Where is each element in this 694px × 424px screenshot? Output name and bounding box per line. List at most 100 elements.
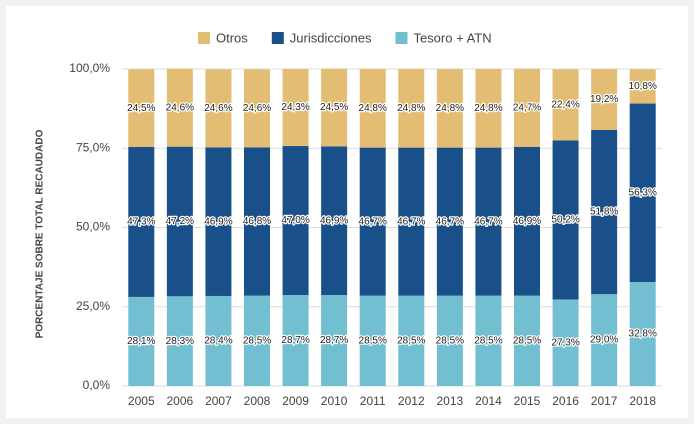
bar-segment [552, 140, 579, 300]
y-tick-label: 50,0% [76, 220, 110, 234]
bar-segment [475, 147, 502, 296]
bar-segment [475, 69, 502, 148]
value-label: 28,3% [166, 336, 194, 347]
bar-segment [321, 146, 348, 296]
legend-label: Jurisdicciones [290, 30, 372, 45]
value-label: 29,0% [590, 335, 618, 346]
value-label: 46,8% [243, 216, 271, 227]
value-label: 28,1% [127, 336, 155, 347]
value-label: 46,9% [320, 215, 348, 226]
value-label: 46,9% [204, 216, 232, 227]
value-label: 24,8% [474, 103, 502, 114]
x-tick-label: 2005 [128, 394, 155, 408]
value-label: 47,0% [281, 215, 309, 226]
bar-segment [398, 147, 425, 296]
bar-segment [244, 69, 270, 148]
value-label: 10,8% [629, 81, 657, 92]
bar-segment [591, 129, 618, 295]
bar-segment [166, 296, 193, 386]
value-label: 28,5% [436, 335, 464, 346]
value-label: 50,2% [551, 215, 579, 226]
value-label: 28,5% [243, 335, 271, 346]
value-label: 24,8% [436, 103, 464, 114]
value-label: 46,7% [436, 216, 464, 227]
bar-segment [128, 296, 155, 386]
bar-segment [398, 295, 425, 386]
value-label: 46,7% [397, 216, 425, 227]
bar-segment [436, 147, 463, 296]
value-label: 24,6% [166, 102, 194, 113]
x-tick-label: 2010 [321, 394, 348, 408]
value-label: 24,8% [397, 103, 425, 114]
bar-segment [244, 295, 270, 386]
bar-segment [552, 299, 579, 386]
value-label: 24,5% [127, 103, 155, 114]
bar-segment [282, 69, 309, 147]
x-tick-label: 2015 [514, 394, 541, 408]
bar-segment [629, 103, 656, 283]
value-label: 28,4% [204, 336, 232, 347]
value-label: 28,5% [397, 335, 425, 346]
legend-swatch [198, 32, 210, 44]
y-tick-label: 25,0% [76, 299, 110, 313]
x-tick-label: 2014 [475, 394, 502, 408]
x-tick-label: 2016 [552, 394, 579, 408]
x-tick-label: 2017 [591, 394, 618, 408]
bar-segment [359, 295, 386, 386]
legend-swatch [395, 32, 408, 44]
value-label: 24,8% [359, 103, 387, 114]
legend-swatch [271, 32, 284, 44]
value-label: 22,4% [551, 99, 579, 110]
value-label: 32,8% [629, 329, 657, 340]
bar-segment [436, 295, 463, 386]
bar-segment [359, 147, 386, 296]
value-label: 28,5% [513, 335, 541, 346]
value-label: 24,7% [513, 102, 541, 113]
value-label: 46,9% [513, 216, 541, 227]
bar-segment [166, 68, 193, 147]
y-tick-label: 100,0% [69, 61, 110, 75]
value-label: 46,7% [359, 216, 387, 227]
legend-label: Tesoro + ATN [413, 30, 491, 45]
value-label: 51,8% [590, 207, 618, 218]
bar-segment [321, 295, 348, 386]
bar-segment [359, 69, 386, 148]
bar-segment [205, 147, 232, 296]
bar-segment [398, 69, 425, 148]
bar-segment [591, 69, 618, 130]
x-tick-label: 2012 [398, 394, 425, 408]
x-tick-label: 2006 [167, 394, 194, 408]
x-tick-label: 2008 [244, 394, 271, 408]
bar-segment [514, 295, 540, 386]
value-label: 24,3% [281, 102, 309, 113]
value-label: 24,6% [204, 103, 232, 114]
bar-segment [514, 146, 540, 296]
value-label: 47,3% [127, 217, 155, 228]
bar-segment [629, 69, 656, 104]
bar-segment [629, 282, 656, 386]
value-label: 46,7% [474, 216, 502, 227]
bar-segment [514, 68, 540, 147]
bar-segment [166, 146, 193, 297]
bar-segment [128, 146, 155, 297]
y-tick-label: 75,0% [76, 140, 110, 154]
value-label: 28,7% [281, 335, 309, 346]
value-label: 27,3% [551, 337, 579, 348]
x-tick-label: 2013 [437, 394, 464, 408]
bar-segment [128, 69, 155, 147]
value-label: 28,5% [474, 335, 502, 346]
bar-segment [205, 295, 232, 386]
value-label: 24,6% [243, 103, 271, 114]
legend-label: Otros [216, 30, 248, 45]
x-tick-label: 2011 [360, 394, 386, 408]
value-label: 28,7% [320, 335, 348, 346]
value-label: 19,2% [590, 94, 618, 105]
bar-segment [205, 69, 232, 148]
value-label: 56,3% [629, 187, 657, 198]
value-label: 24,5% [320, 102, 348, 113]
bar-segment [282, 295, 309, 386]
bar-segment [475, 295, 502, 386]
bar-segment [282, 146, 309, 296]
